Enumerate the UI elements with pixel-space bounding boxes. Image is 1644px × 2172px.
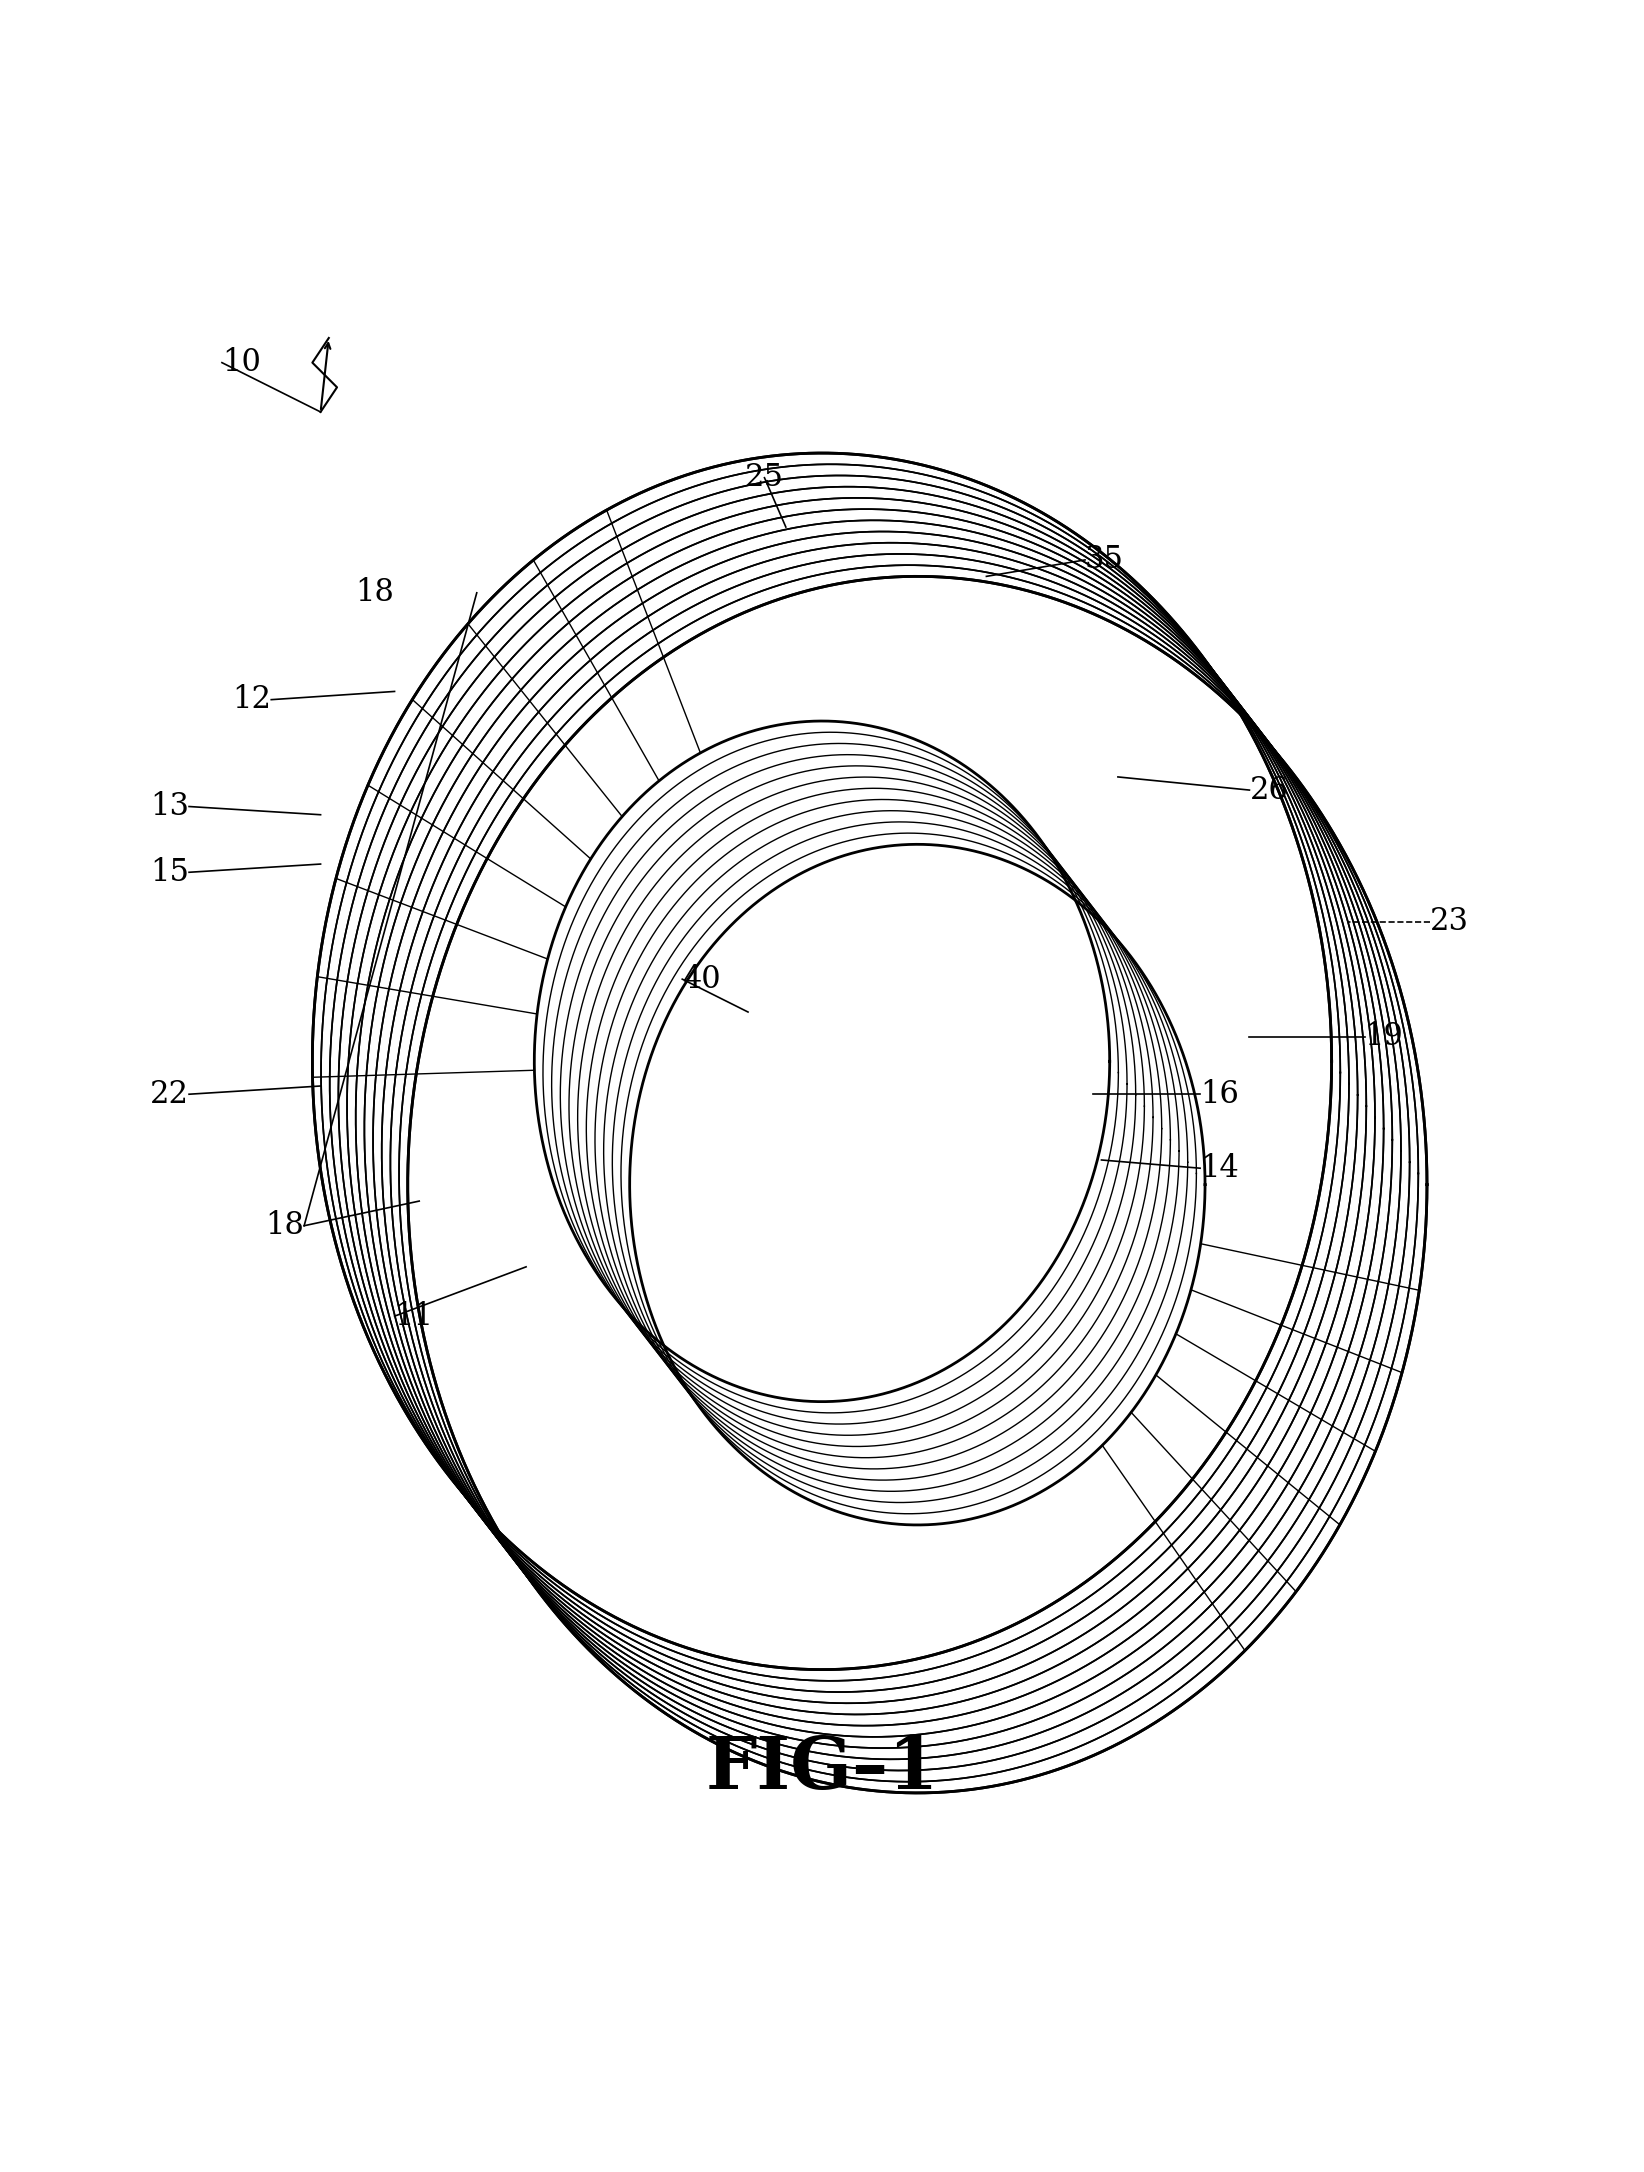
Polygon shape xyxy=(373,532,1392,1748)
Text: 13: 13 xyxy=(150,791,189,821)
Polygon shape xyxy=(355,508,1374,1727)
Text: 26: 26 xyxy=(1249,775,1289,806)
Text: 19: 19 xyxy=(1365,1021,1404,1051)
Text: 18: 18 xyxy=(355,578,395,608)
Text: 25: 25 xyxy=(745,463,784,493)
Polygon shape xyxy=(339,487,1358,1703)
Polygon shape xyxy=(321,465,1340,1681)
Text: 22: 22 xyxy=(150,1079,189,1110)
Text: 10: 10 xyxy=(222,348,261,378)
Text: FIG–1: FIG–1 xyxy=(705,1733,939,1803)
Text: 23: 23 xyxy=(1430,906,1470,936)
Polygon shape xyxy=(390,554,1409,1770)
Polygon shape xyxy=(408,576,1427,1792)
Polygon shape xyxy=(365,521,1384,1738)
Text: 16: 16 xyxy=(1200,1079,1240,1110)
Polygon shape xyxy=(312,454,1332,1670)
Text: 12: 12 xyxy=(232,684,271,715)
Polygon shape xyxy=(399,565,1419,1781)
Polygon shape xyxy=(347,497,1366,1714)
Polygon shape xyxy=(330,476,1350,1692)
Text: 18: 18 xyxy=(265,1210,304,1240)
Text: 35: 35 xyxy=(1085,545,1124,576)
Text: 14: 14 xyxy=(1200,1153,1240,1184)
Text: 11: 11 xyxy=(395,1301,434,1331)
Text: 40: 40 xyxy=(682,964,720,995)
Text: 15: 15 xyxy=(150,856,189,888)
Polygon shape xyxy=(381,543,1401,1759)
